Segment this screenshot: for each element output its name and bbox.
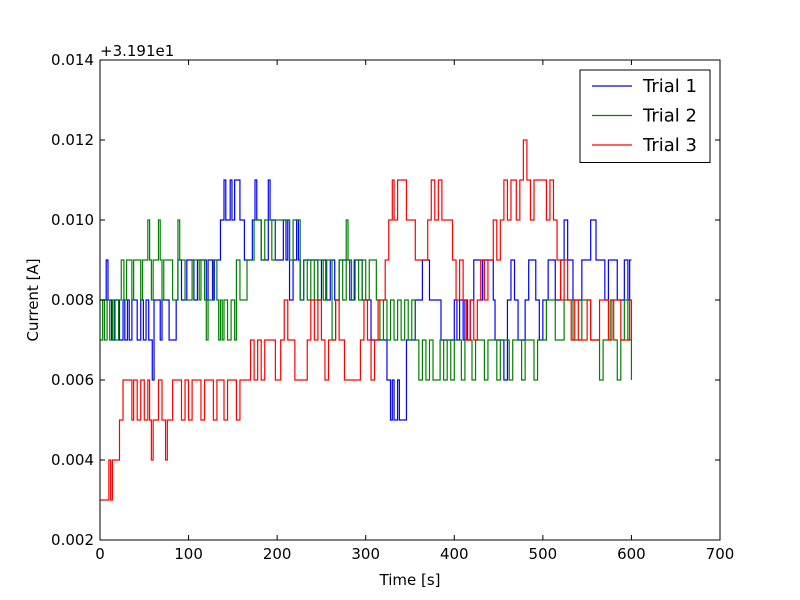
- y-tick-label: 0.004: [51, 451, 94, 469]
- y-axis-label: Current [A]: [24, 258, 42, 341]
- x-axis-label: Time [s]: [379, 571, 441, 589]
- x-tick-label: 600: [617, 545, 646, 563]
- x-tick-label: 400: [440, 545, 469, 563]
- x-tick-label: 100: [174, 545, 203, 563]
- tick-layer: 0 100 200 300 400 500 600 700 0.002 0.004 0.006 0.0…: [51, 51, 734, 563]
- y-tick-label: 0.008: [51, 291, 94, 309]
- series-layer: [100, 139, 633, 501]
- legend: Trial 1 Trial 2 Trial 3: [579, 69, 711, 163]
- x-tick-label: 700: [706, 545, 735, 563]
- y-tick-label: 0.006: [51, 371, 94, 389]
- x-tick-label: 200: [263, 545, 292, 563]
- legend-label-2: Trial 2: [642, 106, 697, 127]
- legend-label-1: Trial 1: [642, 76, 697, 97]
- y-tick-label: 0.002: [51, 531, 94, 549]
- legend-label-3: Trial 3: [642, 135, 697, 156]
- x-tick-label: 300: [351, 545, 380, 563]
- y-offset-text: +3.191e1: [100, 42, 174, 60]
- y-tick-label: 0.014: [51, 51, 94, 69]
- x-tick-label: 0: [95, 545, 105, 563]
- y-tick-label: 0.010: [51, 211, 94, 229]
- x-tick-label: 500: [529, 545, 558, 563]
- series-line-3: [100, 139, 633, 501]
- y-tick-label: 0.012: [51, 131, 94, 149]
